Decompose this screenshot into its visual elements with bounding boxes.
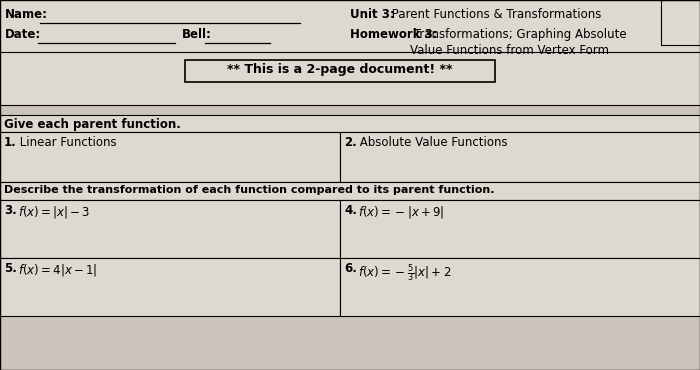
Text: Parent Functions & Transformations: Parent Functions & Transformations [388,8,601,21]
Text: Date:: Date: [5,28,41,41]
Bar [340,258,700,316]
Text: $f(x)=-\frac{5}{3}|x|+2$: $f(x)=-\frac{5}{3}|x|+2$ [358,262,452,284]
Text: $f(x)=|x|-3$: $f(x)=|x|-3$ [18,204,90,220]
Text: ** This is a 2-page document! **: ** This is a 2-page document! ** [228,63,453,76]
Text: Absolute Value Functions: Absolute Value Functions [356,136,508,149]
Bar [0,115,700,132]
Bar [0,258,340,316]
Text: 5.: 5. [4,262,17,275]
Bar [340,200,700,258]
Bar [340,132,700,182]
Bar [0,132,340,182]
Text: $f(x)=4|x-1|$: $f(x)=4|x-1|$ [18,262,97,278]
Text: 6.: 6. [344,262,357,275]
Bar [185,60,495,82]
Text: Give each parent function.: Give each parent function. [4,118,181,131]
Text: 1.: 1. [4,136,17,149]
Bar [0,0,700,105]
Text: Bell:: Bell: [182,28,212,41]
Text: Describe the transformation of each function compared to its parent function.: Describe the transformation of each func… [4,185,494,195]
Text: Name:: Name: [5,8,48,21]
Text: $f(x)=-|x+9|$: $f(x)=-|x+9|$ [358,204,444,220]
Text: 4.: 4. [344,204,357,217]
Bar [0,200,340,258]
Text: 2.: 2. [344,136,357,149]
Bar [661,0,700,45]
Text: Transformations; Graphing Absolute: Transformations; Graphing Absolute [410,28,626,41]
Text: Homework 3:: Homework 3: [350,28,438,41]
Text: Unit 3:: Unit 3: [350,8,395,21]
Text: Value Functions from Vertex Form: Value Functions from Vertex Form [410,44,609,57]
Text: Linear Functions: Linear Functions [16,136,117,149]
Text: 3.: 3. [4,204,17,217]
Bar [0,182,700,200]
